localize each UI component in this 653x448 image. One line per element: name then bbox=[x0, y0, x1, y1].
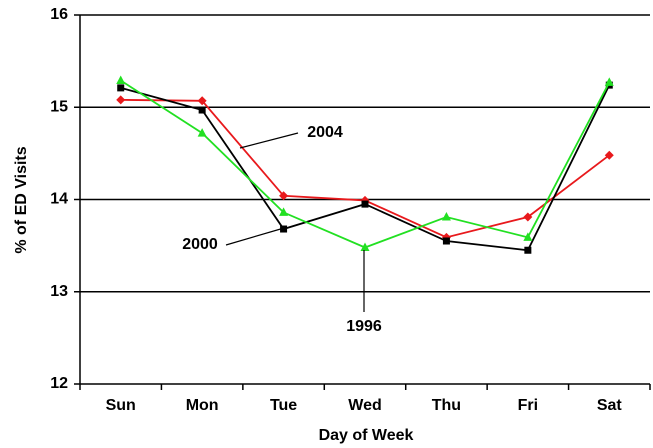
series-label: 2000 bbox=[182, 236, 218, 253]
callout-line bbox=[225, 227, 285, 246]
y-tick-label: 14 bbox=[50, 191, 68, 208]
x-tick-label: Wed bbox=[348, 397, 381, 414]
series-line bbox=[120, 79, 611, 249]
marker bbox=[604, 77, 614, 86]
y-tick-label: 16 bbox=[50, 6, 68, 23]
marker bbox=[361, 200, 369, 208]
marker bbox=[442, 237, 450, 245]
series-label: 2004 bbox=[307, 124, 343, 141]
callout-line bbox=[239, 132, 299, 149]
x-axis-label: Day of Week bbox=[319, 427, 414, 444]
y-axis-label: % of ED Visits bbox=[13, 146, 30, 253]
series-line bbox=[120, 84, 611, 252]
x-tick-label: Sat bbox=[597, 397, 623, 414]
x-tick-label: Thu bbox=[432, 397, 461, 414]
series-line bbox=[120, 98, 610, 239]
x-tick-label: Fri bbox=[518, 397, 538, 414]
marker bbox=[360, 242, 370, 251]
marker bbox=[279, 191, 289, 201]
marker bbox=[198, 106, 206, 114]
marker bbox=[279, 207, 289, 216]
marker bbox=[441, 212, 451, 221]
x-tick-label: Mon bbox=[186, 397, 219, 414]
marker bbox=[116, 75, 126, 84]
marker bbox=[524, 246, 532, 254]
x-tick-label: Sun bbox=[106, 397, 136, 414]
marker bbox=[523, 212, 533, 222]
marker bbox=[523, 232, 533, 241]
marker bbox=[197, 128, 207, 137]
marker bbox=[280, 225, 288, 233]
y-tick-label: 13 bbox=[50, 283, 68, 300]
marker bbox=[197, 96, 207, 106]
marker bbox=[604, 150, 614, 160]
series-label: 1996 bbox=[346, 318, 382, 335]
marker bbox=[117, 84, 125, 92]
y-tick-label: 12 bbox=[50, 375, 68, 392]
x-tick-label: Tue bbox=[270, 397, 297, 414]
marker bbox=[116, 95, 126, 105]
y-tick-label: 15 bbox=[50, 98, 68, 115]
